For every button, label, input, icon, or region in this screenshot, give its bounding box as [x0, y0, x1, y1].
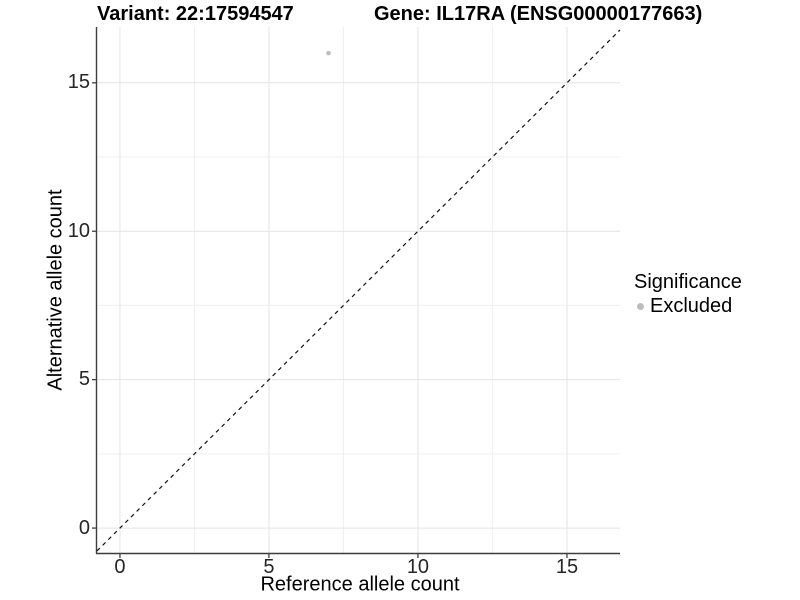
x-tick-label: 15: [555, 556, 579, 578]
plot-title-variant: Variant: 22:17594547: [97, 3, 294, 25]
x-tick-label: 10: [406, 556, 430, 578]
legend: Significance Excluded: [634, 271, 742, 318]
legend-item-label: Excluded: [650, 295, 733, 317]
y-tick-label: 15: [67, 71, 90, 94]
legend-title: Significance: [634, 271, 742, 293]
plot-title-gene: Gene: IL17RA (ENSG00000177663): [374, 3, 703, 25]
y-tick-label: 0: [78, 516, 90, 539]
identity-dashed-line: [96, 29, 621, 552]
y-tick-label: 5: [78, 368, 90, 391]
legend-item-excluded: Excluded: [634, 295, 742, 318]
x-tick-label: 0: [114, 556, 126, 578]
data-point-excluded: [326, 50, 331, 56]
y-tick-label: 10: [67, 219, 90, 242]
y-axis-title: Alternative allele count: [44, 189, 67, 391]
legend-key-circle-icon: [637, 303, 644, 310]
x-tick-label: 5: [263, 556, 275, 578]
x-axis-title: Reference allele count: [260, 573, 460, 596]
